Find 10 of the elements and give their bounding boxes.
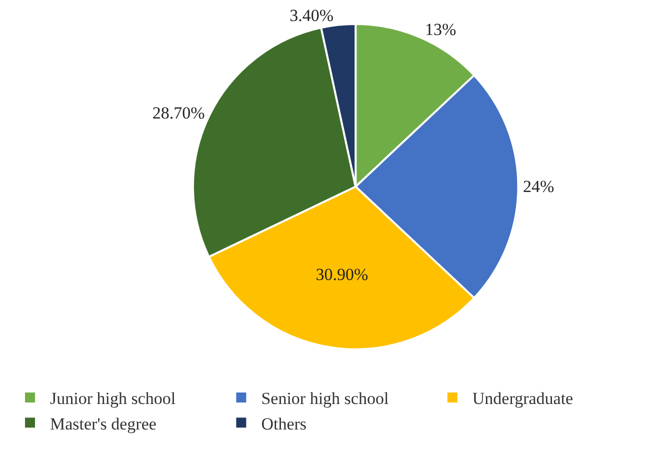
- legend-label: Others: [261, 414, 307, 434]
- legend-label: Master's degree: [50, 414, 156, 434]
- legend-label: Junior high school: [50, 389, 176, 408]
- legend-label: Undergraduate: [472, 389, 574, 408]
- data-label: 24%: [522, 177, 554, 196]
- data-label: 28.70%: [152, 104, 205, 123]
- data-label: 13%: [424, 20, 456, 39]
- legend-label: Senior high school: [261, 389, 389, 408]
- data-label: 3.40%: [290, 6, 334, 26]
- data-label: 30.90%: [316, 265, 368, 284]
